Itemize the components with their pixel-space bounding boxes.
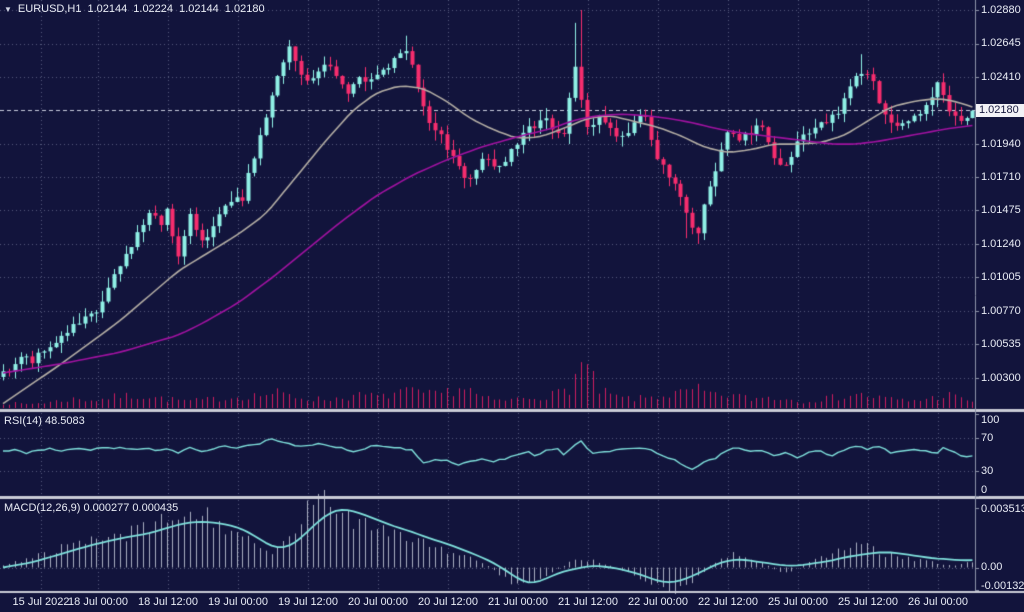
time-axis-label: 22 Jul 12:00 xyxy=(698,596,758,608)
price-axis-label: 1.01710 xyxy=(981,171,1021,183)
time-axis-label: 18 Jul 12:00 xyxy=(138,596,198,608)
macd-axis-label: 0.00 xyxy=(981,561,1003,573)
current-price-badge: 1.02180 xyxy=(976,104,1024,117)
time-axis-label: 15 Jul 2022 xyxy=(12,596,70,608)
ohlc-low: 1.02144 xyxy=(179,3,219,15)
ohlc-open: 1.02144 xyxy=(87,3,128,15)
price-axis-label: 1.01005 xyxy=(981,271,1021,283)
time-axis-label: 18 Jul 00:00 xyxy=(68,596,128,608)
price-axis-label: 1.01240 xyxy=(981,238,1021,250)
time-axis-label: 19 Jul 12:00 xyxy=(278,596,338,608)
rsi-indicator-label: RSI(14) 48.5083 xyxy=(4,415,85,427)
chart-header: ▼ EURUSD,H1 1.02144 1.02224 1.02144 1.02… xyxy=(4,3,265,15)
time-axis-label: 25 Jul 12:00 xyxy=(838,596,898,608)
time-axis-label: 26 Jul 00:00 xyxy=(908,596,968,608)
price-axis-label: 1.01940 xyxy=(981,138,1021,150)
price-axis-label: 1.01475 xyxy=(981,204,1021,216)
time-axis-label: 20 Jul 00:00 xyxy=(348,596,408,608)
price-axis-label: 1.00770 xyxy=(981,305,1021,317)
price-axis-label: 1.00300 xyxy=(981,372,1021,384)
rsi-axis-label: 30 xyxy=(981,465,994,477)
macd-axis-label: 0.003513 xyxy=(981,503,1024,515)
ohlc-close: 1.02180 xyxy=(224,3,265,15)
rsi-axis-label: 0 xyxy=(981,484,988,496)
rsi-axis-label: 100 xyxy=(981,414,1000,426)
time-axis-label: 22 Jul 00:00 xyxy=(628,596,688,608)
time-axis-label: 21 Jul 12:00 xyxy=(558,596,618,608)
price-axis-label: 1.02880 xyxy=(981,4,1021,16)
price-axis-label: 1.02410 xyxy=(981,71,1021,83)
time-axis-label: 21 Jul 00:00 xyxy=(488,596,548,608)
price-axis-label: 1.02645 xyxy=(981,37,1021,49)
price-axis-label: 1.00535 xyxy=(981,338,1021,350)
symbol-dropdown-icon[interactable]: ▼ xyxy=(4,4,12,14)
macd-indicator-label: MACD(12,26,9) 0.000277 0.000435 xyxy=(4,502,179,514)
time-axis-label: 19 Jul 00:00 xyxy=(208,596,268,608)
symbol-label: EURUSD,H1 xyxy=(17,3,82,15)
time-axis-label: 20 Jul 12:00 xyxy=(418,596,478,608)
rsi-axis-label: 70 xyxy=(981,432,994,444)
macd-axis-label: -0.001325 xyxy=(981,580,1024,592)
ohlc-high: 1.02224 xyxy=(133,3,174,15)
time-axis-label: 25 Jul 00:00 xyxy=(768,596,828,608)
